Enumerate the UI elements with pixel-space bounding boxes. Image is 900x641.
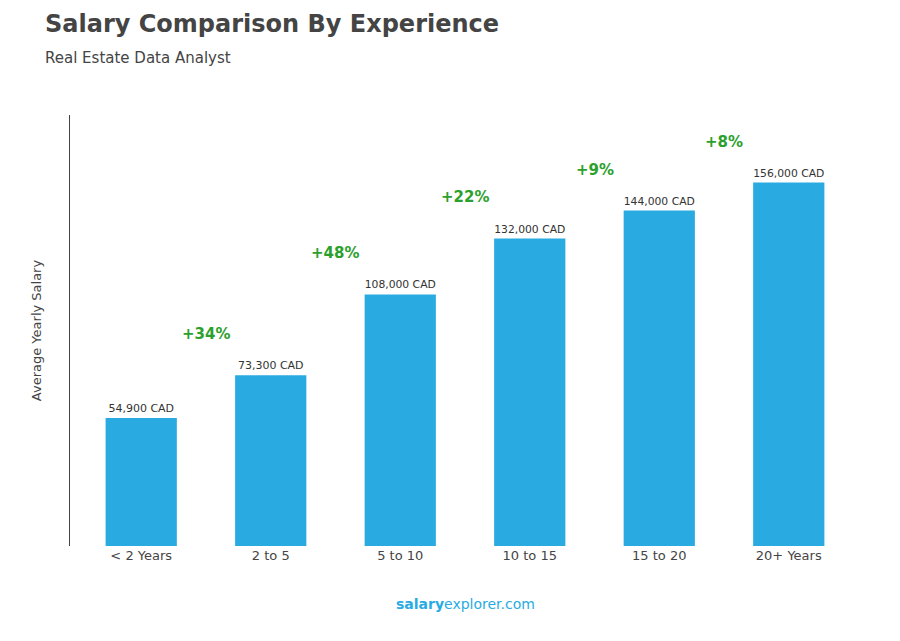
svg-text:Salary Comparison By Experienc: Salary Comparison By ExperienceReal Esta… — [45, 10, 499, 67]
svg-text:+8%: +8% — [705, 133, 743, 151]
svg-text:+22%: +22% — [441, 188, 489, 206]
svg-text:+34%: +34% — [182, 325, 230, 343]
svg-text:132,000 CAD: 132,000 CAD — [494, 223, 565, 236]
svg-text:10 to 15: 10 to 15 — [503, 548, 557, 563]
svg-text:54,900 CAD: 54,900 CAD — [108, 402, 174, 415]
svg-text:< 2 Years: < 2 Years — [110, 548, 172, 563]
svg-text:20+ Years: 20+ Years — [756, 548, 822, 563]
svg-text:73,300 CAD: 73,300 CAD — [238, 359, 304, 372]
svg-text:salaryexplorer.com: salaryexplorer.com — [396, 596, 535, 612]
svg-text:156,000 CAD: 156,000 CAD — [753, 167, 824, 180]
svg-text:2 to 5: 2 to 5 — [252, 548, 290, 563]
svg-text:Average Yearly Salary: Average Yearly Salary — [29, 260, 44, 402]
svg-text:15 to 20: 15 to 20 — [632, 548, 686, 563]
svg-text:+48%: +48% — [311, 244, 359, 262]
svg-text:144,000 CAD: 144,000 CAD — [624, 195, 695, 208]
svg-text:108,000 CAD: 108,000 CAD — [365, 278, 436, 291]
svg-text:5 to 10: 5 to 10 — [377, 548, 423, 563]
svg-text:+9%: +9% — [576, 161, 614, 179]
